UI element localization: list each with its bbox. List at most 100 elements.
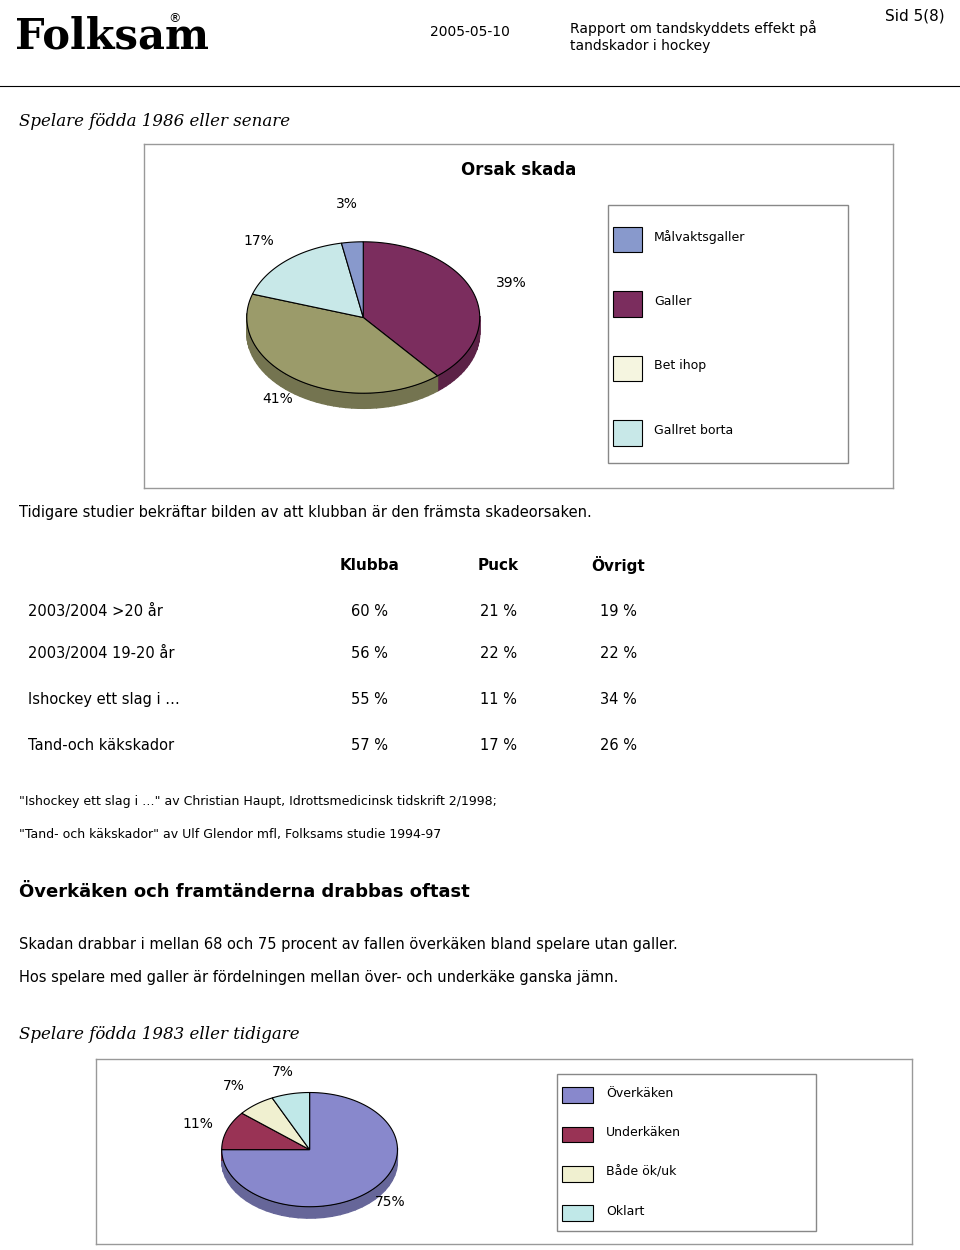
- Polygon shape: [332, 1204, 340, 1216]
- Polygon shape: [291, 376, 296, 394]
- Polygon shape: [296, 379, 300, 396]
- Text: 17 %: 17 %: [480, 738, 516, 752]
- Polygon shape: [376, 392, 382, 408]
- Polygon shape: [371, 392, 376, 409]
- Polygon shape: [222, 1114, 309, 1150]
- Polygon shape: [422, 380, 428, 398]
- Polygon shape: [266, 359, 270, 378]
- Polygon shape: [236, 1181, 241, 1196]
- Text: Övrigt: Övrigt: [591, 556, 645, 574]
- Polygon shape: [267, 1200, 274, 1214]
- Polygon shape: [226, 1166, 228, 1182]
- Text: ®: ®: [168, 12, 180, 25]
- Polygon shape: [418, 382, 422, 400]
- Text: Sid 5(8): Sid 5(8): [885, 8, 945, 22]
- Polygon shape: [352, 392, 358, 409]
- Text: 60 %: 60 %: [351, 604, 388, 619]
- Text: 2005-05-10: 2005-05-10: [430, 25, 510, 40]
- Polygon shape: [324, 1205, 332, 1218]
- Polygon shape: [252, 341, 254, 360]
- Polygon shape: [249, 330, 250, 349]
- Bar: [563, 1126, 593, 1142]
- Text: 2003/2004 19-20 år: 2003/2004 19-20 år: [29, 645, 175, 661]
- Polygon shape: [374, 1184, 380, 1200]
- Text: Tand-och käkskador: Tand-och käkskador: [29, 738, 175, 752]
- Text: Överkäken: Överkäken: [607, 1088, 674, 1100]
- Polygon shape: [273, 1092, 309, 1150]
- Bar: [563, 1205, 593, 1221]
- Polygon shape: [222, 1155, 224, 1172]
- Polygon shape: [467, 349, 469, 368]
- Polygon shape: [241, 1185, 247, 1201]
- Text: Både ök/uk: Både ök/uk: [607, 1166, 677, 1179]
- Polygon shape: [252, 1192, 259, 1208]
- Text: 11%: 11%: [182, 1116, 213, 1130]
- Polygon shape: [250, 334, 251, 352]
- Polygon shape: [340, 1201, 348, 1215]
- Polygon shape: [222, 1092, 397, 1206]
- Polygon shape: [340, 391, 346, 408]
- Polygon shape: [471, 342, 473, 361]
- Polygon shape: [363, 241, 480, 376]
- Polygon shape: [389, 1169, 392, 1186]
- Polygon shape: [364, 392, 371, 409]
- Polygon shape: [228, 1171, 231, 1187]
- Polygon shape: [346, 392, 352, 408]
- Text: 26 %: 26 %: [600, 738, 636, 752]
- Text: 19 %: 19 %: [600, 604, 636, 619]
- Text: 22 %: 22 %: [480, 645, 517, 660]
- Polygon shape: [457, 359, 461, 378]
- Polygon shape: [251, 338, 252, 356]
- Polygon shape: [273, 365, 277, 384]
- Text: 7%: 7%: [272, 1065, 294, 1079]
- Text: 34 %: 34 %: [600, 693, 636, 708]
- Text: Folksam: Folksam: [15, 15, 209, 58]
- Polygon shape: [428, 379, 433, 396]
- Polygon shape: [362, 1192, 369, 1206]
- Polygon shape: [317, 386, 323, 404]
- Text: Tidigare studier bekräftar bilden av att klubban är den främsta skadeorsaken.: Tidigare studier bekräftar bilden av att…: [19, 505, 592, 520]
- Bar: [613, 291, 642, 316]
- Text: 75%: 75%: [375, 1195, 406, 1209]
- Polygon shape: [446, 368, 450, 386]
- Polygon shape: [286, 374, 291, 391]
- Bar: [563, 1166, 593, 1181]
- Text: 22 %: 22 %: [600, 645, 636, 660]
- Text: Puck: Puck: [478, 558, 519, 572]
- Polygon shape: [389, 390, 395, 406]
- Polygon shape: [469, 345, 471, 364]
- Bar: [613, 226, 642, 253]
- Text: Rapport om tandskyddets effekt på: Rapport om tandskyddets effekt på: [570, 20, 817, 36]
- Polygon shape: [395, 1159, 396, 1175]
- Polygon shape: [224, 1160, 226, 1177]
- Polygon shape: [473, 339, 475, 357]
- Polygon shape: [358, 394, 364, 409]
- Polygon shape: [385, 1175, 389, 1191]
- Polygon shape: [300, 381, 305, 399]
- Polygon shape: [252, 244, 363, 318]
- Polygon shape: [290, 1205, 299, 1218]
- Polygon shape: [328, 390, 334, 406]
- Polygon shape: [438, 374, 442, 391]
- Text: tandskador i hockey: tandskador i hockey: [570, 39, 710, 52]
- Polygon shape: [400, 388, 406, 405]
- Polygon shape: [412, 385, 418, 401]
- Polygon shape: [242, 1098, 309, 1150]
- Polygon shape: [307, 1206, 315, 1219]
- Text: 57 %: 57 %: [351, 738, 388, 752]
- Text: "Tand- och käkskador" av Ulf Glendor mfl, Folksams studie 1994-97: "Tand- och käkskador" av Ulf Glendor mfl…: [19, 828, 442, 841]
- Text: 11 %: 11 %: [480, 693, 516, 708]
- Text: Spelare födda 1986 eller senare: Spelare födda 1986 eller senare: [19, 114, 290, 130]
- Text: Skadan drabbar i mellan 68 och 75 procent av fallen överkäken bland spelare utan: Skadan drabbar i mellan 68 och 75 procen…: [19, 938, 678, 952]
- Text: Galler: Galler: [654, 295, 691, 308]
- Polygon shape: [259, 352, 263, 371]
- Polygon shape: [277, 369, 281, 386]
- Bar: [613, 355, 642, 381]
- Text: Överkäken och framtänderna drabbas oftast: Överkäken och framtänderna drabbas oftas…: [19, 882, 470, 901]
- Polygon shape: [257, 349, 259, 368]
- Text: "Ishockey ett slag i …" av Christian Haupt, Idrottsmedicinsk tidskrift 2/1998;: "Ishockey ett slag i …" av Christian Hau…: [19, 795, 497, 809]
- Text: Spelare födda 1983 eller tidigare: Spelare födda 1983 eller tidigare: [19, 1026, 300, 1042]
- Polygon shape: [461, 356, 464, 374]
- Polygon shape: [315, 1206, 324, 1218]
- Polygon shape: [433, 376, 438, 394]
